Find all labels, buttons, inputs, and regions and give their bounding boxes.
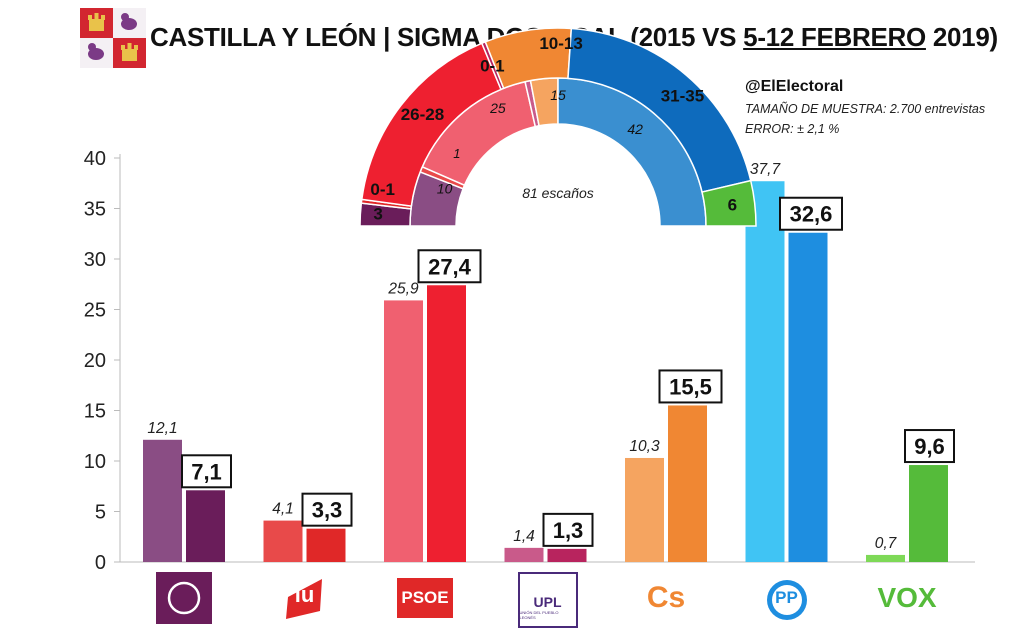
pp-logo-icon: PP: [759, 572, 815, 624]
iu-logo-icon: iu: [277, 572, 333, 624]
seat-label-2019-podemos: 3: [373, 205, 382, 224]
value-box-2019-cs: [658, 369, 723, 404]
y-tick-label: 25: [84, 300, 106, 322]
podemos-logo-icon: [156, 572, 212, 624]
bar-2015-vox: [866, 554, 905, 562]
seat-label-2019-psoe: 26-28: [401, 105, 444, 124]
value-label-2015-pp: 37,7: [750, 161, 782, 178]
value-label-2015-psoe: 25,9: [387, 280, 419, 297]
bar-2015-pp: [745, 181, 785, 563]
y-tick-label: 35: [84, 199, 106, 221]
bar-2019-vox: [909, 465, 948, 562]
bar-2019-podemos: [186, 490, 225, 562]
upl-logo-subtext: UNIÓN DEL PUEBLO LEONÉS: [519, 610, 559, 620]
upl-logo-text: UPL: [533, 594, 562, 610]
bar-2019-pp: [788, 232, 828, 563]
title-date-underlined: 5-12 FEBRERO: [743, 22, 926, 52]
vox-logo-icon: VOX: [877, 572, 937, 624]
bar-2015-podemos: [143, 439, 182, 562]
seat-label-2015-iu: 1: [453, 146, 460, 161]
y-tick-label: 10: [84, 451, 106, 473]
y-tick-label: 5: [95, 502, 106, 524]
y-tick-label: 15: [84, 401, 106, 423]
source-handle: @ElElectoral: [745, 78, 844, 95]
seat-label-2015-podemos: 10: [437, 180, 453, 196]
bar-2019-iu: [306, 528, 346, 562]
value-box-2019-psoe: [417, 249, 482, 284]
bar-2019-upl: [547, 548, 587, 562]
cs-logo-text: Cs: [646, 581, 686, 614]
seat-2019-vox: [701, 179, 757, 227]
castilla-leon-flag-icon: [80, 8, 146, 68]
seat-label-2019-vox: 6: [728, 196, 737, 215]
value-label-2015-vox: 0,7: [875, 535, 898, 552]
bar-2019-cs: [668, 405, 707, 562]
y-tick-label: 20: [84, 350, 106, 372]
seat-label-2019-iu: 0-1: [370, 180, 395, 199]
seat-label-2019-pp: 31-35: [661, 87, 704, 106]
pp-logo-text: PP: [775, 588, 798, 607]
value-label-2015-cs: 10,3: [629, 438, 660, 455]
seat-label-2019-upl: 0-1: [480, 56, 505, 75]
seat-label-2019-cs: 10-13: [539, 34, 582, 53]
bar-2015-cs: [625, 457, 664, 562]
value-box-2019-pp: [779, 196, 843, 231]
y-tick-label: 0: [95, 552, 106, 574]
upl-logo-icon: UPL UNIÓN DEL PUEBLO LEONÉS: [517, 572, 578, 628]
value-label-2019-podemos: 7,1: [191, 459, 222, 484]
bar-2015-upl: [504, 547, 544, 562]
bar-2015-psoe: [384, 300, 423, 562]
seat-label-2015-psoe: 25: [489, 100, 506, 116]
value-label-2019-vox: 9,6: [914, 434, 945, 459]
seat-label-2015-cs: 15: [550, 87, 566, 103]
value-label-2019-pp: 32,6: [790, 202, 833, 227]
value-label-2015-upl: 1,4: [513, 528, 535, 545]
margin-of-error: ERROR: ± 2,1 %: [745, 122, 840, 136]
value-label-2019-iu: 3,3: [312, 498, 343, 523]
value-box-2019-podemos: [181, 454, 232, 489]
title-part-2: 2019): [925, 22, 998, 52]
iu-logo-text: iu: [294, 582, 315, 607]
value-label-2019-psoe: 27,4: [428, 254, 472, 279]
value-box-2019-vox: [904, 429, 955, 464]
value-box-2019-iu: [301, 492, 353, 527]
psoe-logo-icon: PSOE: [397, 578, 453, 618]
psoe-logo-text: PSOE: [401, 588, 449, 607]
seat-label-2015-pp: 42: [627, 121, 643, 137]
bar-2019-psoe: [427, 285, 466, 562]
value-label-2015-iu: 4,1: [272, 501, 294, 518]
value-label-2019-cs: 15,5: [669, 374, 712, 399]
vox-logo-text: VOX: [877, 582, 937, 613]
value-label-2019-upl: 1,3: [553, 518, 584, 543]
y-tick-label: 30: [84, 249, 106, 271]
value-label-2015-podemos: 12,1: [147, 420, 177, 437]
bar-2015-iu: [263, 520, 303, 562]
y-tick-label: 40: [84, 148, 106, 170]
cs-logo-icon: Cs: [638, 572, 694, 624]
sample-size: TAMAÑO DE MUESTRA: 2.700 entrevistas: [745, 102, 986, 116]
value-box-2019-upl: [542, 512, 594, 547]
seats-total-label: 81 escaños: [522, 185, 594, 201]
